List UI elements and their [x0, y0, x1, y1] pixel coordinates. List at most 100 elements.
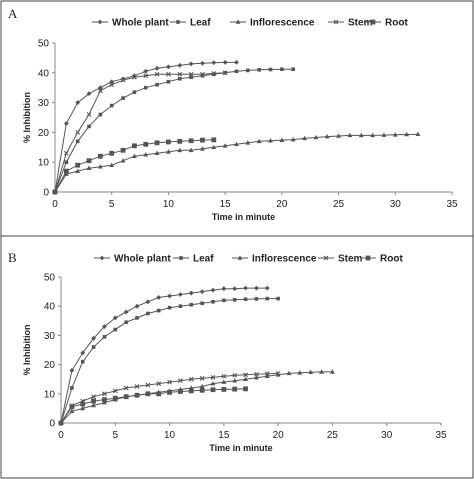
data-point — [232, 386, 238, 392]
data-point — [146, 311, 150, 316]
legend-label: Whole plant — [112, 18, 169, 29]
x-tick-label: 30 — [390, 199, 402, 210]
series-line — [54, 68, 294, 193]
legend-swatch-marker — [370, 19, 376, 25]
x-tick-label: 35 — [446, 199, 458, 210]
data-point — [75, 100, 81, 105]
data-point — [222, 143, 228, 148]
chart-panel-b: B 0 10 20 30 40 50 0 5 10 15 20 25 30 35 Time in minute… — [8, 250, 447, 453]
data-point — [200, 71, 205, 77]
data-point — [275, 372, 281, 377]
data-point — [154, 150, 160, 156]
data-point — [177, 147, 183, 153]
data-point — [132, 143, 137, 149]
data-point — [336, 133, 341, 138]
data-point — [109, 162, 115, 167]
legend-swatch-marker — [323, 255, 329, 261]
data-point — [404, 131, 410, 137]
data-point — [221, 286, 227, 292]
y-tick-label: 50 — [44, 273, 56, 284]
data-point — [189, 75, 193, 80]
x-tick-label: 10 — [163, 199, 175, 210]
data-point — [188, 138, 194, 144]
data-point — [109, 150, 115, 156]
data-point — [275, 370, 281, 376]
data-point — [102, 399, 107, 405]
data-point — [189, 302, 194, 307]
data-point — [254, 285, 259, 291]
data-point — [52, 189, 58, 195]
data-point — [276, 296, 280, 301]
data-point — [222, 298, 226, 303]
data-point — [415, 131, 421, 136]
data-point — [245, 140, 251, 145]
y-tick-label: 40 — [38, 68, 50, 79]
data-point — [156, 308, 161, 313]
x-tick-label: 35 — [435, 430, 447, 441]
data-point — [143, 85, 148, 90]
x-tick-label: 10 — [164, 430, 176, 441]
data-point — [86, 112, 92, 117]
data-point — [178, 304, 183, 308]
legend-label: Root — [380, 254, 403, 265]
data-point — [112, 395, 118, 401]
y-axis-title: % Inhibition — [22, 325, 32, 376]
data-point — [188, 376, 194, 382]
data-point — [280, 67, 284, 72]
y-tick-label: 20 — [44, 360, 56, 371]
panel-label: A — [8, 6, 18, 21]
data-point — [178, 389, 183, 394]
data-point — [102, 324, 107, 330]
legend-swatch-marker — [97, 19, 103, 25]
data-point — [254, 297, 259, 301]
data-point — [102, 335, 107, 339]
legend-label: Leaf — [190, 18, 211, 29]
legend-label: Whole plant — [114, 254, 171, 265]
data-point — [381, 132, 387, 137]
data-point — [134, 303, 140, 309]
data-point — [123, 385, 129, 391]
x-axis-title: Time in minute — [209, 443, 272, 453]
data-point — [63, 150, 69, 156]
data-point — [166, 71, 171, 77]
data-point — [319, 369, 324, 374]
data-point — [86, 165, 92, 170]
data-point — [188, 71, 194, 77]
data-point — [167, 293, 172, 299]
data-point — [256, 138, 262, 144]
data-point — [254, 371, 259, 377]
data-point — [177, 71, 183, 77]
data-point — [75, 168, 81, 173]
legend-swatch-marker — [179, 256, 183, 260]
data-point — [243, 285, 248, 291]
data-point — [63, 168, 69, 174]
data-point — [279, 137, 285, 142]
x-tick-label: 5 — [109, 199, 115, 210]
data-point — [265, 296, 270, 301]
data-point — [200, 146, 205, 151]
data-point — [69, 404, 75, 410]
data-point — [212, 72, 216, 77]
data-point — [199, 387, 205, 393]
data-point — [358, 132, 364, 138]
data-point — [254, 375, 259, 380]
data-point — [199, 289, 205, 294]
data-point — [91, 335, 96, 341]
data-point — [232, 378, 238, 383]
data-point — [243, 372, 248, 378]
data-point — [188, 147, 194, 153]
data-point — [290, 136, 296, 142]
data-point — [86, 158, 92, 164]
legend-swatch-marker — [333, 19, 339, 25]
data-point — [97, 164, 103, 169]
panel-label: B — [8, 250, 17, 265]
legend-label: Inflorescence — [252, 254, 317, 265]
data-point — [264, 285, 270, 291]
data-point — [80, 405, 86, 411]
data-point — [123, 394, 129, 400]
data-point — [80, 359, 85, 364]
y-tick-label: 0 — [49, 419, 55, 430]
data-point — [246, 68, 250, 73]
data-point — [222, 70, 228, 76]
